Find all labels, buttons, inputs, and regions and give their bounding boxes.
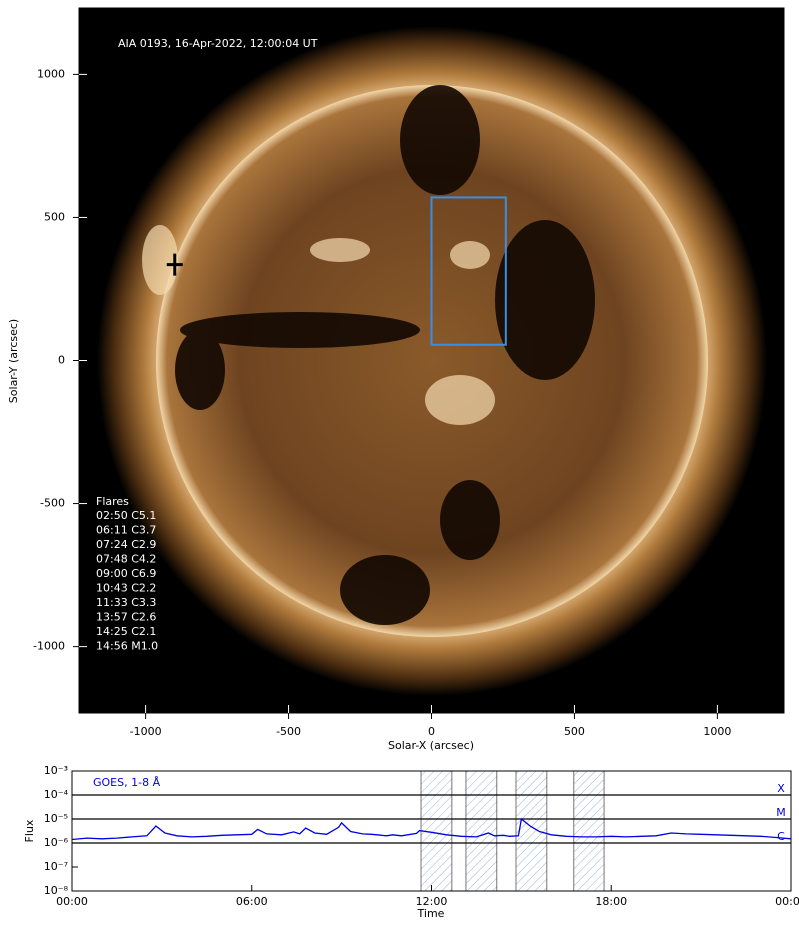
legend-label: GOES, 1-8 Å xyxy=(93,776,161,789)
y-tick-label: 10⁻⁴ xyxy=(44,788,69,801)
x-tick-label: 00:00 xyxy=(56,895,88,908)
y-tick-label: 10⁻⁷ xyxy=(44,860,68,873)
y-tick-label: 0 xyxy=(58,354,65,367)
y-tick-label: 500 xyxy=(44,210,65,223)
flare-span xyxy=(573,770,605,892)
flares-title: Flares xyxy=(96,495,129,508)
plot-border xyxy=(71,770,792,892)
image-title: AIA 0193, 16-Apr-2022, 12:00:04 UT xyxy=(118,37,318,50)
flare-entry: 14:25 C2.1 xyxy=(96,625,156,638)
y-tick-label: 10⁻³ xyxy=(44,764,68,777)
class-label: C xyxy=(777,830,785,843)
flare-entry: 02:50 C5.1 xyxy=(96,509,156,522)
flare-entry: 14:56 M1.0 xyxy=(96,640,158,653)
flare-marker xyxy=(166,253,183,276)
x-axis-label: Solar-X (arcsec) xyxy=(388,739,474,752)
y-tick-label: 1000 xyxy=(37,67,65,80)
flare-span xyxy=(515,770,548,892)
x-axis-label: Time xyxy=(417,907,445,920)
flare-entry: 07:24 C2.9 xyxy=(96,538,156,551)
x-tick-label: 500 xyxy=(564,725,585,738)
region-box xyxy=(430,196,507,346)
flare-span xyxy=(465,770,498,892)
flux-line xyxy=(71,817,792,841)
y-tick-label: -1000 xyxy=(33,640,65,653)
flare-entry: 13:57 C2.6 xyxy=(96,611,156,624)
x-tick-label: 12:00 xyxy=(416,895,448,908)
y-axis-label: Flux xyxy=(23,819,36,842)
x-tick-label: 00:00 xyxy=(775,895,799,908)
solar-disk xyxy=(156,85,708,637)
coronal-holes xyxy=(175,85,595,625)
y-tick-label: -500 xyxy=(40,497,65,510)
flare-entry: 06:11 C3.7 xyxy=(96,524,156,537)
solar-image xyxy=(79,8,784,713)
y-tick-label: 10⁻⁸ xyxy=(44,884,69,897)
x-tick-label: 18:00 xyxy=(595,895,627,908)
x-tick-label: -500 xyxy=(276,725,301,738)
flare-entry: 09:00 C6.9 xyxy=(96,567,156,580)
flare-entry: 11:33 C3.3 xyxy=(96,596,156,609)
flare-entry: 10:43 C2.2 xyxy=(96,582,156,595)
x-tick-label: 1000 xyxy=(703,725,731,738)
y-tick-label: 10⁻⁵ xyxy=(44,812,68,825)
x-tick-label: -1000 xyxy=(130,725,162,738)
x-tick-label: 06:00 xyxy=(236,895,268,908)
class-label: M xyxy=(776,806,786,819)
class-label: X xyxy=(777,782,785,795)
y-axis-label: Solar-Y (arcsec) xyxy=(7,319,20,403)
y-tick-label: 10⁻⁶ xyxy=(44,836,69,849)
flare-entry: 07:48 C4.2 xyxy=(96,553,156,566)
x-tick-label: 0 xyxy=(428,725,435,738)
active-regions xyxy=(142,225,495,425)
